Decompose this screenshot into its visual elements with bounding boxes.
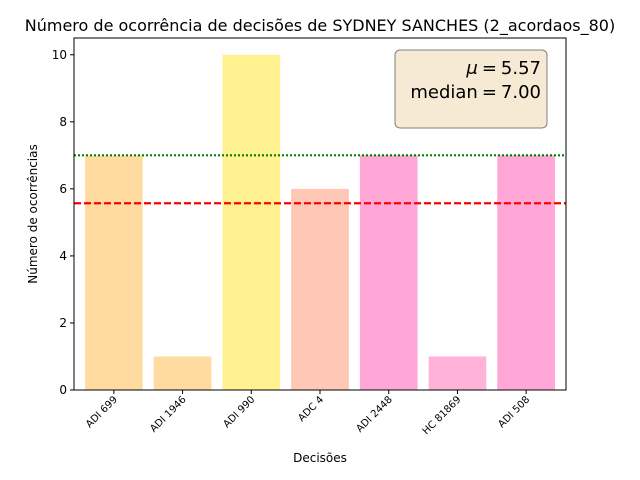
- bar-hc-81869: [428, 356, 487, 390]
- y-tick-label: 10: [52, 48, 67, 62]
- stats-mean-line: μ = 5.57: [465, 58, 541, 79]
- bar-adi-699: [84, 155, 143, 390]
- bar-adi-990: [222, 54, 281, 390]
- y-tick-label: 4: [59, 249, 67, 263]
- y-axis-label: Número de ocorrências: [26, 144, 40, 284]
- x-axis-label: Decisões: [293, 451, 347, 465]
- x-tick-label: ADC 4: [296, 394, 326, 424]
- y-tick-label: 8: [59, 115, 67, 129]
- x-tick-label: ADI 1946: [148, 394, 188, 434]
- x-tick-label: ADI 508: [496, 394, 532, 430]
- bar-adi-1946: [153, 356, 212, 390]
- x-tick-label: ADI 990: [222, 394, 258, 430]
- chart-title: Número de ocorrência de decisões de SYDN…: [25, 16, 615, 36]
- bar-adi-508: [497, 155, 555, 390]
- y-axis: 0 2 4 6 8 10: [52, 48, 74, 397]
- bar-adc-4: [291, 188, 349, 390]
- stats-box: μ = 5.57 median = 7.00: [394, 49, 548, 129]
- stats-median-label: median: [410, 82, 477, 103]
- y-tick-label: 0: [59, 383, 67, 397]
- bars-layer: [84, 54, 555, 390]
- stats-median-value: 7.00: [501, 82, 541, 103]
- stats-mean-value: 5.57: [501, 58, 541, 79]
- x-axis: ADI 699 ADI 1946 ADI 990 ADC 4 ADI 2448 HC 81…: [84, 390, 532, 437]
- y-tick-label: 2: [59, 316, 67, 330]
- stats-box-background: [394, 49, 548, 129]
- y-tick-label: 6: [59, 182, 67, 196]
- stats-median-line: median = 7.00: [410, 82, 541, 103]
- reference-lines-layer: [74, 154, 566, 205]
- x-tick-label: ADI 699: [84, 394, 120, 430]
- stats-mean-symbol: μ: [465, 58, 477, 79]
- x-tick-label: HC 81869: [421, 394, 464, 437]
- bar-adi-2448: [359, 155, 418, 390]
- x-tick-label: ADI 2448: [354, 394, 394, 434]
